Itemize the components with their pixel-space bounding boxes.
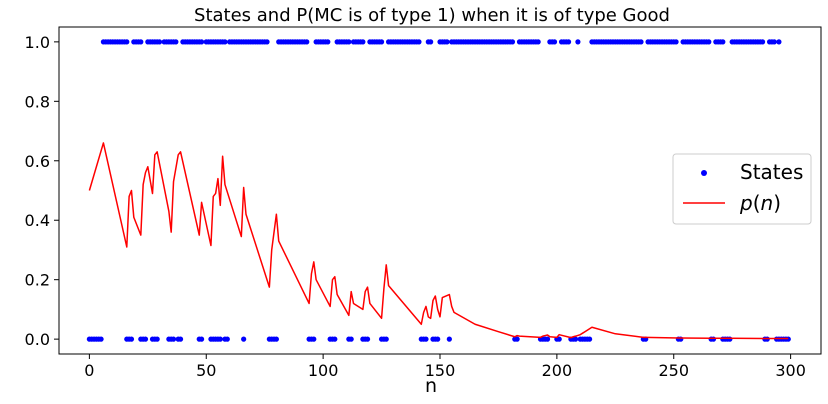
legend-p-label: p(n)	[739, 191, 781, 215]
legend-box	[672, 153, 812, 225]
state-point	[348, 336, 354, 342]
state-point	[544, 336, 551, 342]
state-point	[509, 39, 516, 45]
state-point	[325, 39, 331, 45]
legend-states-label: States	[740, 160, 803, 184]
state-point	[332, 336, 338, 342]
y-tick-label: 1.0	[25, 33, 50, 52]
x-tick-label: 100	[308, 361, 339, 380]
state-point	[124, 39, 130, 45]
state-point	[198, 39, 205, 45]
state-point	[173, 39, 179, 45]
y-tick-label: 0.4	[25, 211, 50, 230]
state-point	[673, 39, 679, 45]
x-tick-label: 250	[658, 361, 689, 380]
state-point	[154, 336, 160, 342]
state-point	[435, 336, 441, 342]
state-point	[198, 336, 205, 342]
state-point	[586, 336, 593, 342]
state-point	[273, 336, 279, 342]
y-tick-label: 0.2	[25, 271, 50, 290]
state-point	[535, 39, 541, 45]
state-point	[241, 336, 247, 342]
state-point	[311, 336, 317, 342]
y-axis: 0.0 0.2 0.4 0.6 0.8 1.0	[25, 33, 59, 349]
state-point	[556, 336, 562, 342]
state-point	[572, 336, 579, 342]
state-point	[138, 39, 144, 45]
state-point	[383, 336, 389, 342]
state-point	[727, 336, 733, 342]
legend-states-marker	[701, 170, 707, 176]
x-tick-label: 150	[425, 361, 456, 380]
x-tick-label: 0	[84, 361, 94, 380]
state-point	[759, 39, 766, 45]
state-point	[706, 39, 712, 45]
x-axis: 0 50 100 150 200 250 300	[84, 354, 806, 380]
state-point	[177, 336, 184, 342]
state-point	[264, 39, 270, 45]
state-point	[444, 39, 450, 45]
state-point	[446, 336, 452, 342]
y-tick-label: 0.6	[25, 152, 50, 171]
state-point	[224, 336, 230, 342]
x-axis-label: n	[425, 375, 437, 397]
state-point	[346, 39, 352, 45]
plot-area	[86, 39, 791, 342]
state-point	[776, 39, 782, 45]
state-point	[710, 336, 717, 342]
x-tick-label: 300	[775, 361, 806, 380]
state-point	[98, 336, 104, 342]
x-tick-label: 50	[196, 361, 216, 380]
state-point	[128, 336, 135, 342]
state-point	[360, 39, 366, 45]
state-point	[638, 39, 644, 45]
state-point	[304, 39, 310, 45]
state-point	[378, 39, 385, 45]
state-point	[142, 336, 149, 342]
state-point	[170, 336, 177, 342]
p-n-line	[88, 142, 789, 340]
chart-title: States and P(MC is of type 1) when it is…	[194, 5, 670, 26]
state-point	[428, 39, 434, 45]
state-point	[720, 39, 726, 45]
state-point	[156, 39, 163, 45]
state-point	[222, 39, 228, 45]
state-point	[514, 336, 520, 342]
state-point	[575, 39, 581, 45]
state-point	[217, 336, 223, 342]
state-point	[364, 336, 371, 342]
state-point	[416, 39, 422, 45]
y-tick-label: 0.0	[25, 330, 50, 349]
y-tick-label: 0.8	[25, 92, 50, 111]
state-point	[565, 39, 572, 45]
state-point	[771, 39, 777, 45]
state-point	[423, 336, 429, 342]
state-point	[551, 39, 558, 45]
x-tick-label: 200	[542, 361, 573, 380]
legend: States p(n)	[672, 153, 812, 225]
